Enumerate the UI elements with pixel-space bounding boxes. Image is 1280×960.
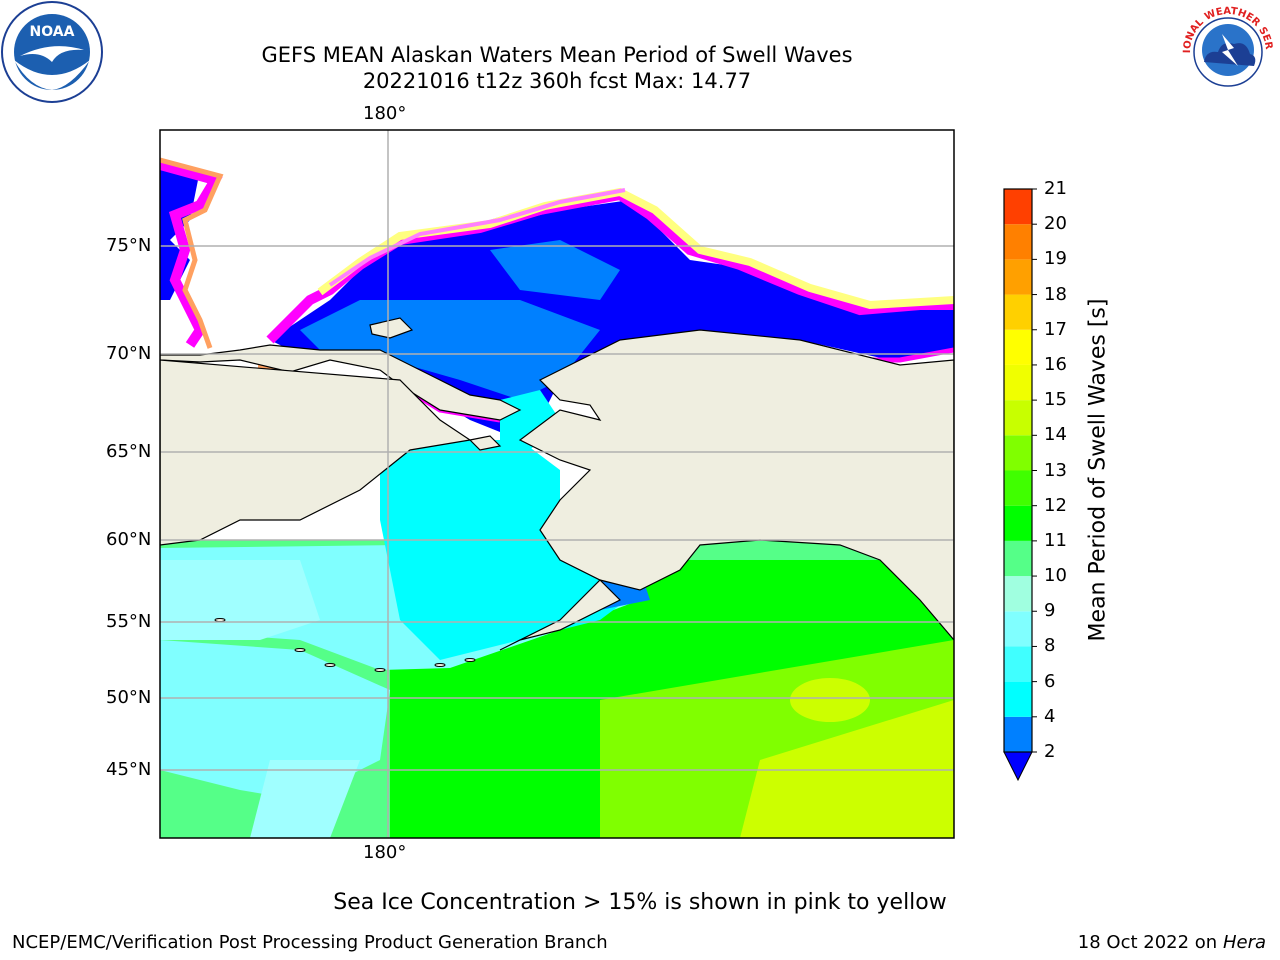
- colorbar: [1003, 188, 1037, 782]
- lon-label-bottom: 180°: [363, 842, 407, 863]
- sea-ice-note: Sea Ice Concentration > 15% is shown in …: [333, 890, 947, 915]
- ice-nw-magenta: [160, 160, 223, 348]
- aleutian-island: [374, 668, 386, 672]
- sea-ice-field: [160, 157, 954, 423]
- colorbar-segment: [1004, 329, 1032, 365]
- land-alaska-peninsula: [499, 579, 622, 651]
- lat-label-65: 65°N: [106, 441, 152, 462]
- lat-label-60: 60°N: [106, 529, 152, 550]
- footer-date: 18 Oct 2022 on Hera: [1078, 932, 1266, 953]
- colorbar-segment: [1004, 259, 1032, 295]
- lat-label-50: 50°N: [106, 687, 152, 708]
- footer-credit: NCEP/EMC/Verification Post Processing Pr…: [12, 932, 608, 953]
- swell-period-field: [160, 160, 954, 838]
- colorbar-segment: [1004, 364, 1032, 401]
- colorbar-tick-label: 12: [1044, 494, 1067, 516]
- aleutian-island: [294, 648, 306, 652]
- colorbar-tick-label: 19: [1044, 248, 1067, 270]
- colorbar-segment: [1004, 576, 1032, 612]
- ice-edge-yellow: [317, 187, 954, 310]
- ocean-yellow-patch: [790, 678, 870, 722]
- colorbar-tick-label: 2: [1044, 741, 1056, 762]
- colorbar-tick-label: 9: [1044, 600, 1056, 622]
- colorbar-segment: [1004, 716, 1032, 752]
- footer-date-text: 18 Oct 2022 on: [1077, 932, 1218, 953]
- colorbar-tick-label: 11: [1044, 529, 1067, 551]
- lat-label-70: 70°N: [106, 343, 152, 364]
- colorbar-segment: [1004, 646, 1032, 682]
- chart-subtitle: 20221016 t12z 360h fcst Max: 14.77: [362, 69, 752, 93]
- ocean-yellow-green-area: [740, 700, 954, 838]
- colorbar-segment: [1004, 540, 1032, 577]
- colorbar-tick-label: 8: [1044, 635, 1056, 657]
- colorbar-segment: [1004, 400, 1032, 436]
- colorbar-segment: [1004, 224, 1032, 260]
- footer-host: Hera: [1222, 932, 1266, 953]
- colorbar-tick-label: 6: [1044, 670, 1056, 692]
- map-frame: [159, 129, 955, 839]
- colorbar-segment: [1004, 189, 1032, 225]
- noaa-logo-text: NOAA: [30, 24, 75, 40]
- aleutian-island: [434, 663, 446, 667]
- lat-label-45: 45°N: [106, 759, 152, 780]
- colorbar-tick-label: 20: [1044, 213, 1067, 235]
- colorbar-tick-label: 15: [1044, 389, 1067, 411]
- lat-label-75: 75°N: [106, 235, 152, 256]
- aleutian-island: [214, 618, 226, 622]
- graticule: [160, 130, 954, 838]
- lat-label-55: 55°N: [106, 611, 152, 632]
- colorbar-tick-label: 21: [1044, 178, 1067, 199]
- colorbar-extend-triangle: [1003, 751, 1033, 782]
- ice-edge-pink: [328, 188, 626, 287]
- bering-west-patch: [160, 560, 320, 640]
- aleutian-island: [324, 663, 336, 667]
- colorbar-tick-label: 14: [1044, 424, 1067, 446]
- lon-label-top: 180°: [363, 103, 407, 124]
- chart-title: GEFS MEAN Alaskan Waters Mean Period of …: [261, 43, 853, 67]
- colorbar-segment: [1004, 681, 1032, 717]
- colorbar-tick-label: 4: [1044, 705, 1056, 727]
- colorbar-tick-label: 10: [1044, 565, 1067, 587]
- colorbar-tick-label: 18: [1044, 283, 1067, 305]
- land-alaska: [518, 329, 954, 641]
- aleutian-island: [464, 658, 476, 662]
- colorbar-segment: [1004, 435, 1032, 471]
- colorbar-segment: [1004, 505, 1032, 541]
- colorbar-tick-label: 17: [1044, 318, 1067, 340]
- land-wrangel-island: [369, 317, 414, 339]
- ocean-southwest-cyan: [250, 760, 360, 838]
- colorbar-tick-label: 16: [1044, 353, 1067, 375]
- land-st-lawrence-island: [468, 435, 502, 451]
- arctic-azure-patch: [490, 240, 620, 300]
- ice-nw-orange: [160, 157, 224, 349]
- colorbar-tick-label: 13: [1044, 459, 1067, 481]
- nws-logo-icon: NATIONAL WEATHER SERVICE: [1176, 0, 1278, 102]
- land-chukotka-coast: [160, 344, 522, 421]
- colorbar-segment: [1004, 294, 1032, 330]
- colorbar-segment: [1004, 611, 1032, 647]
- noaa-logo-icon: NOAA: [1, 1, 103, 103]
- colorbar-title: Mean Period of Swell Waves [s]: [1085, 298, 1111, 642]
- colorbar-segment: [1004, 470, 1032, 506]
